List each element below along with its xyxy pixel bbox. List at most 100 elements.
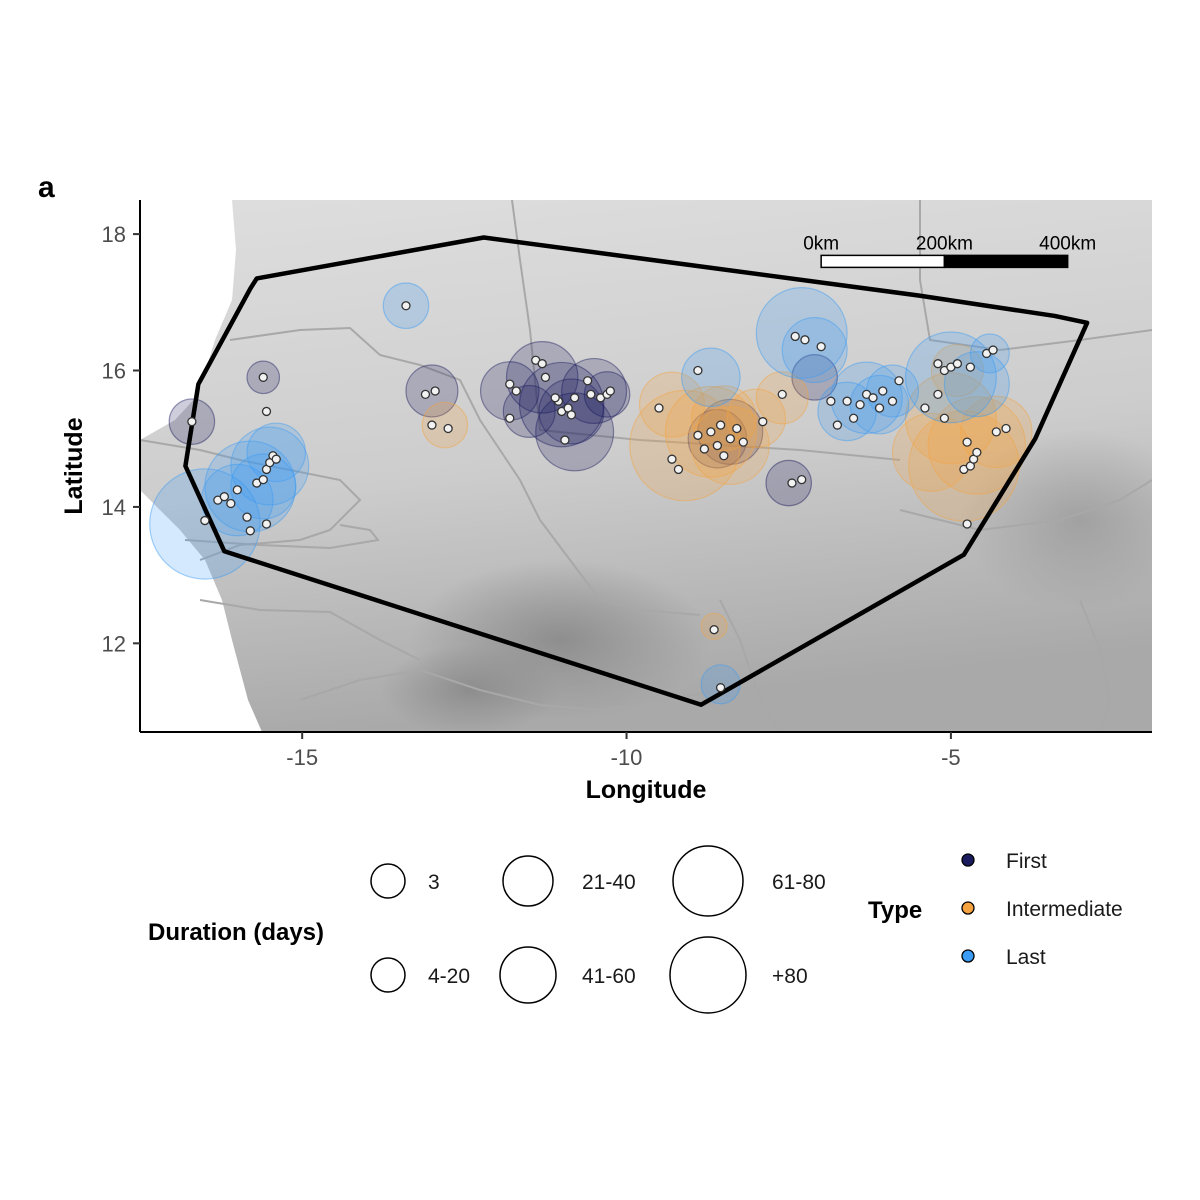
point-first-0	[187, 417, 197, 427]
size-legend-label: 41-60	[582, 965, 636, 988]
point-first-2	[420, 389, 431, 400]
point-last-41	[787, 478, 797, 488]
point-intermediate-23	[962, 519, 972, 529]
point-intermediate-9	[715, 420, 726, 430]
color-legend-label-intermediate: Intermediate	[1006, 898, 1123, 921]
point-intermediate-13	[738, 437, 748, 447]
buffer-intermediate-3	[690, 406, 770, 486]
size-legend-circle	[370, 957, 406, 993]
buffer-last-8	[781, 317, 848, 384]
point-last-28	[848, 413, 859, 423]
point-last-35	[965, 362, 976, 372]
point-intermediate-22	[1001, 423, 1011, 434]
point-first-7	[537, 359, 547, 369]
size-legend-label: 21-40	[582, 871, 636, 894]
buffer-intermediate-0	[421, 401, 469, 449]
point-last-36	[933, 389, 943, 400]
point-first-12	[569, 393, 580, 403]
point-intermediate-26	[777, 389, 787, 400]
buffer-last-5	[246, 422, 307, 483]
point-last-2	[226, 498, 236, 509]
buffer-first-9	[502, 384, 556, 438]
y-tick-label: 12	[102, 631, 126, 656]
axes: -15 -10 -5 12 14 16 18 Longitude Latitude	[60, 200, 1152, 804]
point-last-18	[800, 335, 810, 345]
buffer-first-10	[535, 392, 615, 472]
point-intermediate-15	[709, 625, 719, 635]
size-legend-circle	[499, 946, 557, 1004]
border-guinea-bissau	[199, 599, 421, 661]
buffer-last-13	[943, 351, 1010, 418]
size-legend: 3 4-20 21-40 41-60 61-80 +80	[370, 845, 826, 1014]
buffer-intermediate-12	[891, 412, 971, 492]
point-last-31	[933, 359, 943, 369]
x-tick-label: -15	[286, 745, 318, 770]
border-mauritania-mali	[511, 200, 541, 431]
point-last-5	[245, 526, 255, 536]
point-last-17	[790, 331, 800, 342]
x-axis-title: Longitude	[586, 776, 707, 804]
map-panel: 0km 200km 400km	[140, 200, 1152, 732]
point-intermediate-0	[427, 420, 437, 430]
point-last-16	[693, 365, 703, 376]
convex-hull-outline	[183, 235, 1090, 707]
border-gambia-river	[184, 524, 380, 550]
color-legend-swatch-intermediate	[961, 901, 975, 915]
size-legend-title: Duration (days)	[148, 919, 324, 946]
buffer-intermediate-10	[904, 372, 997, 465]
point-intermediate-25	[920, 403, 930, 413]
point-intermediate-3	[667, 454, 677, 464]
highland-relief-west	[380, 645, 560, 732]
point-intermediate-21	[991, 427, 1001, 437]
point-last-3	[232, 485, 242, 495]
buffer-intermediate-9	[927, 396, 1027, 495]
point-last-23	[868, 393, 878, 403]
size-legend-label: 4-20	[428, 965, 470, 988]
y-tick-label: 18	[102, 222, 126, 247]
legend: Duration (days) 34-2021-4041-6061-80+80 …	[148, 845, 1123, 1014]
point-first-1	[258, 372, 268, 382]
scale-label-200km: 200km	[916, 233, 973, 254]
color-legend-label-first: First	[1006, 850, 1047, 873]
border-senegal-river	[229, 326, 701, 616]
point-last-26	[887, 396, 898, 406]
point-intermediate-6	[699, 444, 710, 454]
border-gambia	[140, 439, 362, 561]
border-southeast	[1079, 599, 1112, 732]
point-first-21	[540, 372, 551, 382]
point-first-5	[511, 386, 521, 396]
buffer-last-14	[817, 381, 877, 442]
point-first-20	[505, 413, 515, 423]
scale-label-400km: 400km	[1039, 233, 1096, 254]
y-tick-label: 16	[102, 359, 126, 384]
point-last-24	[874, 403, 885, 413]
size-legend-circle	[502, 855, 554, 907]
point-intermediate-19	[972, 447, 982, 458]
point-intermediate-10	[719, 451, 729, 461]
point-intermediate-11	[725, 434, 735, 444]
buffer-first-5	[518, 361, 605, 448]
point-last-15	[401, 301, 411, 311]
buffer-last-7	[755, 286, 848, 380]
point-first-11	[566, 410, 577, 420]
color-legend-title: Type	[868, 897, 922, 924]
scale-label-0km: 0km	[803, 233, 839, 254]
point-last-40	[797, 474, 807, 485]
color-legend-swatch-first	[961, 853, 975, 867]
point-intermediate-14	[758, 417, 768, 427]
point-last-12	[261, 519, 272, 529]
point-first-3	[430, 386, 440, 396]
size-legend-label: +80	[772, 965, 808, 988]
y-tick-label: 14	[102, 495, 126, 520]
size-legend-label: 3	[428, 871, 440, 894]
buffer-last-4	[230, 453, 297, 520]
buffer-first-14	[791, 354, 838, 401]
x-tick-label: -10	[611, 745, 643, 770]
size-legend-label: 61-80	[772, 871, 826, 894]
color-legend: First Intermediate Last	[961, 850, 1123, 969]
point-last-7	[258, 474, 268, 485]
buffer-last-12	[904, 331, 997, 424]
point-last-11	[271, 454, 281, 464]
point-intermediate-4	[673, 464, 684, 475]
